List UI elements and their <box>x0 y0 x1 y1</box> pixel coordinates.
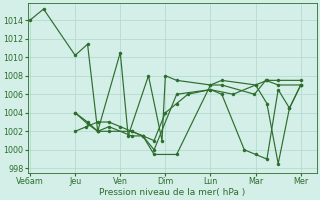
X-axis label: Pression niveau de la mer( hPa ): Pression niveau de la mer( hPa ) <box>99 188 245 197</box>
